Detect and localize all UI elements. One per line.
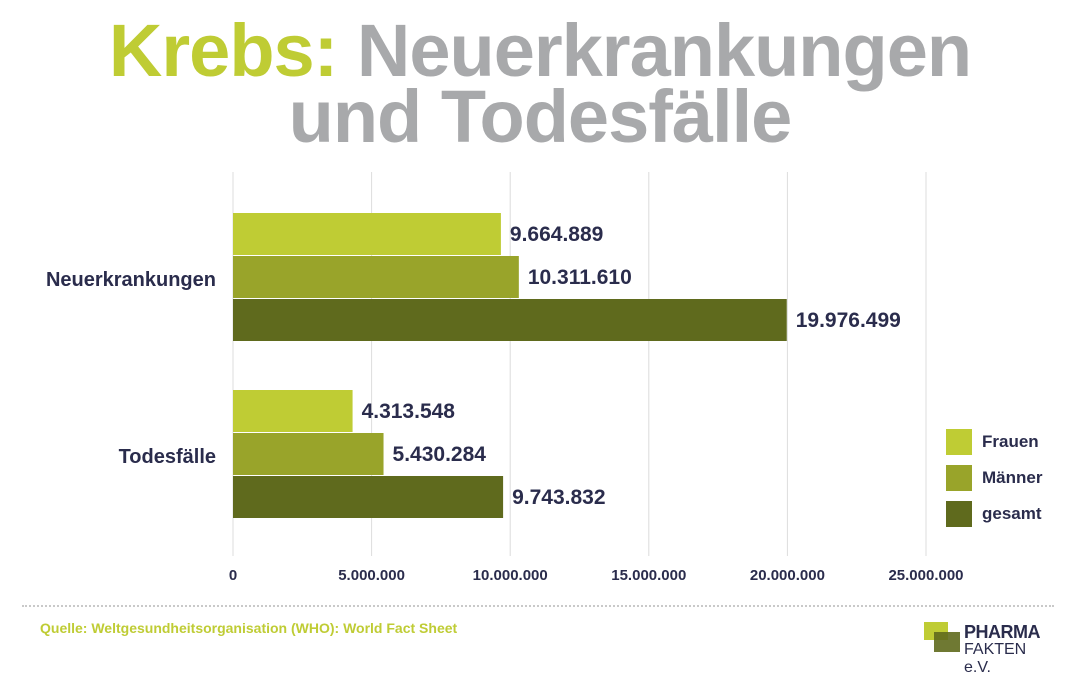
data-label-1-1: 5.430.284 (393, 443, 487, 466)
x-tick-label-3: 15.000.000 (611, 567, 686, 584)
bar-0-2 (233, 299, 787, 341)
data-label-0-2: 19.976.499 (796, 309, 901, 332)
legend-swatch-frauen (946, 429, 972, 455)
legend-swatch-gesamt (946, 501, 972, 527)
bar-chart: 0 5.000.000 10.000.000 15.000.000 20.000.000… (46, 172, 964, 584)
legend-item-maenner: Männer (946, 460, 1042, 496)
x-tick-label-2: 10.000.000 (473, 567, 548, 584)
legend: Frauen Männer gesamt (946, 424, 1042, 532)
logo-icon (924, 622, 960, 652)
legend-label-maenner: Männer (982, 468, 1043, 487)
legend-item-gesamt: gesamt (946, 496, 1042, 532)
data-label-0-0: 9.664.889 (510, 223, 603, 246)
category-label-0: Neuerkrankungen (46, 269, 216, 291)
data-label-1-0: 4.313.548 (362, 400, 456, 423)
data-label-0-1: 10.311.610 (528, 266, 632, 289)
title-accent: Krebs: (108, 9, 338, 92)
x-tick-label-1: 5.000.000 (338, 567, 405, 584)
source-note: Quelle: Weltgesundheitsorganisation (WHO… (40, 620, 458, 636)
data-label-1-2: 9.743.832 (512, 486, 605, 509)
legend-label-gesamt: gesamt (982, 504, 1042, 523)
bar-1-0 (233, 390, 353, 432)
chart-title: Krebs: Neuerkrankungen und Todesfälle (0, 14, 1080, 158)
logo-text-line2: FAKTEN e.V. (964, 641, 1027, 676)
title-line2: und Todesfälle (288, 75, 793, 158)
category-label-1: Todesfälle (119, 446, 216, 468)
bar-0-1 (233, 256, 519, 298)
legend-label-frauen: Frauen (982, 432, 1039, 451)
x-tick-label-5: 25.000.000 (888, 567, 963, 584)
x-tick-label-0: 0 (229, 567, 237, 584)
footer-divider (22, 605, 1054, 607)
bar-1-2 (233, 476, 504, 518)
pharma-fakten-logo: PHARMA FAKTEN e.V. (924, 620, 1054, 676)
logo-text-line1: PHARMA (964, 622, 1041, 642)
bar-1-1 (233, 433, 384, 475)
legend-item-frauen: Frauen (946, 424, 1042, 460)
title-line1: Neuerkrankungen (356, 9, 972, 92)
x-tick-label-4: 20.000.000 (750, 567, 825, 584)
bar-0-0 (233, 213, 501, 255)
legend-swatch-maenner (946, 465, 972, 491)
